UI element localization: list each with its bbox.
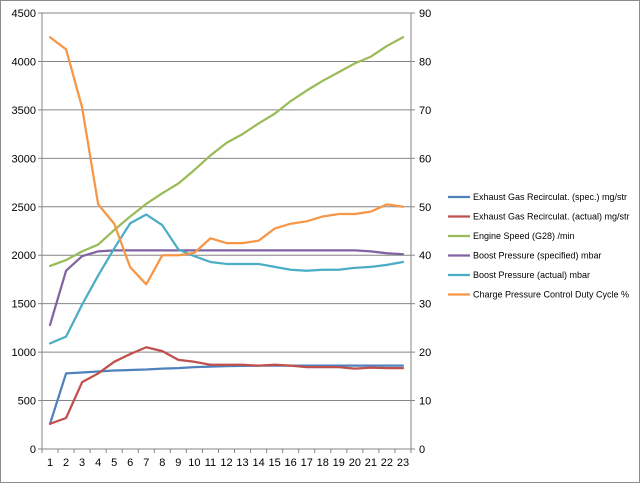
x-tick-label: 11 — [205, 457, 216, 469]
y-tick-label: 4000 — [12, 56, 36, 68]
y2-tick-label: 10 — [419, 396, 431, 408]
series-line-4 — [48, 249, 405, 327]
y2-tick-label: 90 — [419, 8, 431, 20]
tick-labels: 0 500 1000 1500 2000 2500 3000 3500 4000 4500 0 10 2… — [12, 8, 432, 469]
legend-label: Exhaust Gas Recirculat. (actual) mg/str — [473, 212, 630, 222]
series-line-6 — [48, 36, 405, 286]
legend: Exhaust Gas Recirculat. (spec.) mg/str Ex… — [448, 192, 630, 300]
y2-tick-label: 50 — [419, 202, 431, 214]
x-tick-label: 4 — [95, 457, 101, 469]
x-tick-label: 15 — [269, 457, 281, 469]
y2-tick-label: 80 — [419, 56, 431, 68]
y-tick-label: 3000 — [12, 153, 36, 165]
series-line-1 — [48, 364, 405, 425]
y-tick-label: 500 — [18, 396, 36, 408]
y-tick-label: 2500 — [12, 202, 36, 214]
x-tick-label: 5 — [111, 457, 117, 469]
x-tick-label: 6 — [127, 457, 133, 469]
x-tick-label: 21 — [365, 457, 377, 469]
x-tick-label: 2 — [63, 457, 69, 469]
legend-label: Exhaust Gas Recirculat. (spec.) mg/str — [473, 192, 627, 202]
x-tick-label: 16 — [285, 457, 297, 469]
x-tick-label: 14 — [252, 457, 264, 469]
y2-tick-label: 70 — [419, 105, 431, 117]
y-tick-label: 0 — [30, 444, 36, 456]
x-tick-label: 10 — [188, 457, 200, 469]
x-tick-label: 9 — [175, 457, 181, 469]
series-line-5 — [48, 213, 405, 345]
legend-label: Engine Speed (G28) /min — [473, 231, 575, 241]
x-tick-label: 18 — [317, 457, 329, 469]
y-tick-label: 4500 — [12, 8, 36, 20]
x-tick-label: 19 — [333, 457, 345, 469]
series-layer — [48, 36, 405, 425]
legend-label: Boost Pressure (actual) mbar — [473, 270, 590, 280]
y-tick-label: 1500 — [12, 299, 36, 311]
x-tick-label: 8 — [159, 457, 165, 469]
y2-tick-label: 20 — [419, 347, 431, 359]
legend-label: Boost Pressure (specified) mbar — [473, 251, 602, 261]
x-tick-label: 3 — [79, 457, 85, 469]
y-tick-label: 1000 — [12, 347, 36, 359]
axes — [38, 12, 415, 453]
x-tick-label: 1 — [47, 457, 53, 469]
x-tick-label: 17 — [301, 457, 313, 469]
y2-tick-label: 40 — [419, 250, 431, 262]
x-tick-label: 20 — [349, 457, 361, 469]
series-line-3 — [48, 36, 405, 268]
gridlines — [42, 12, 411, 402]
y2-tick-label: 60 — [419, 153, 431, 165]
x-tick-label: 23 — [397, 457, 409, 469]
legend-label: Charge Pressure Control Duty Cycle % — [473, 290, 629, 300]
x-tick-label: 12 — [220, 457, 232, 469]
series-line-2 — [48, 346, 405, 425]
x-tick-label: 22 — [381, 457, 393, 469]
y-tick-label: 3500 — [12, 105, 36, 117]
x-tick-label: 7 — [143, 457, 149, 469]
x-tick-label: 13 — [236, 457, 248, 469]
y2-tick-label: 0 — [419, 444, 425, 456]
y-tick-label: 2000 — [12, 250, 36, 262]
y2-tick-label: 30 — [419, 299, 431, 311]
